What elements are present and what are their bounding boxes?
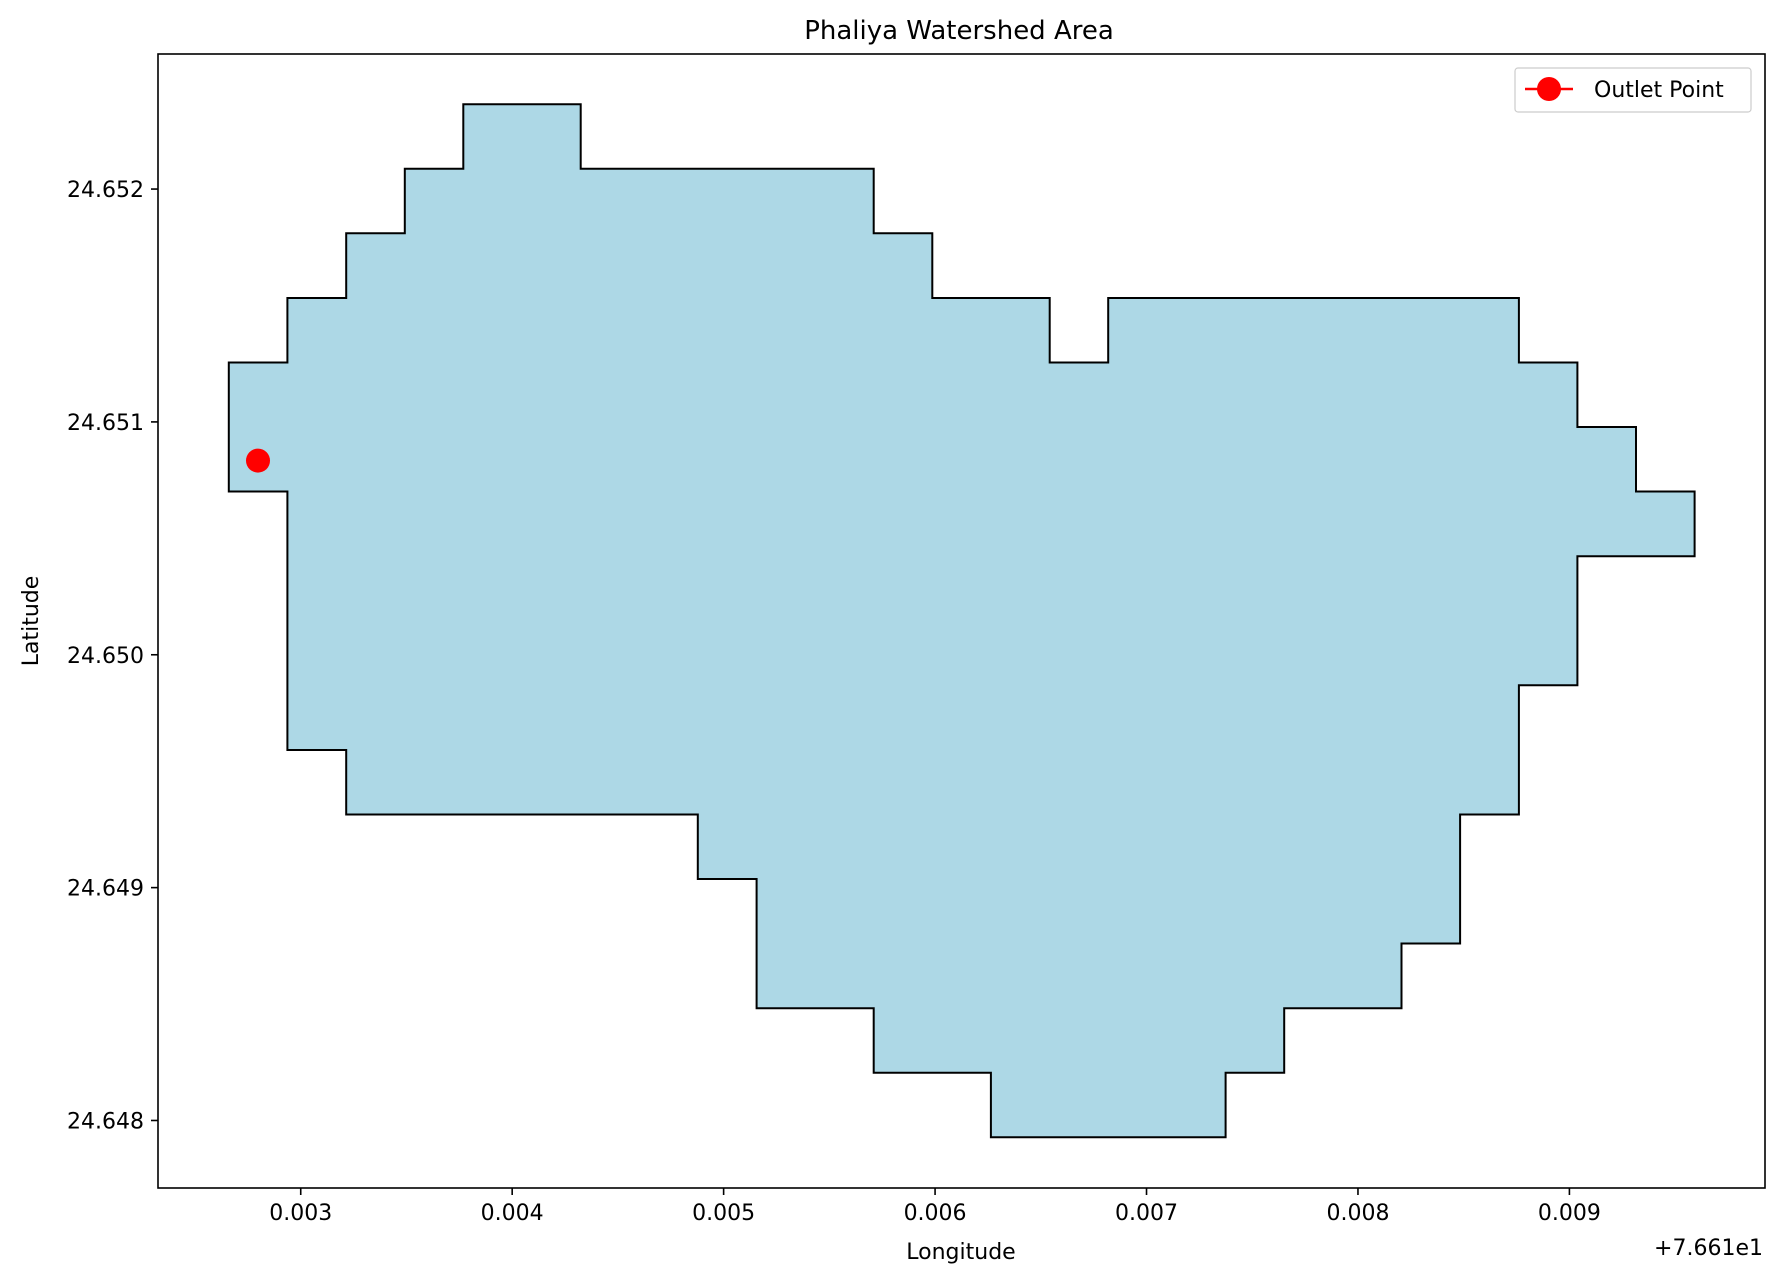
x-tick-label: 0.009 — [1538, 1201, 1601, 1226]
y-tick-label: 24.650 — [67, 644, 144, 669]
y-tick-label: 24.648 — [67, 1109, 144, 1134]
x-tick-label: 0.007 — [1115, 1201, 1178, 1226]
x-tick-label: 0.005 — [692, 1201, 755, 1226]
y-tick-label: 24.649 — [67, 877, 144, 902]
y-axis-ticks: 24.648 24.649 24.650 24.651 24.652 — [67, 178, 158, 1134]
watershed-polygon — [227, 103, 1696, 1139]
legend-frame — [1514, 67, 1752, 113]
y-tick-label: 24.651 — [67, 411, 144, 436]
x-axis-offset-label: +7.661e1 — [1654, 1236, 1763, 1261]
chart-title: Phaliya Watershed Area — [804, 16, 1114, 46]
y-axis-label: Latitude — [19, 576, 44, 667]
x-axis-ticks: 0.003 0.004 0.005 0.006 0.007 0.008 0.009 — [269, 1188, 1601, 1226]
axes-frame — [157, 53, 1766, 1189]
legend-label-outlet-point: Outlet Point — [1594, 78, 1724, 103]
legend-outlet-marker — [1537, 77, 1561, 101]
outlet-point-marker — [246, 448, 270, 473]
x-tick-label: 0.006 — [904, 1201, 967, 1226]
x-tick-label: 0.004 — [481, 1201, 544, 1226]
legend: Outlet Point — [1514, 67, 1752, 113]
x-tick-label: 0.003 — [269, 1201, 332, 1226]
x-tick-label: 0.008 — [1326, 1201, 1389, 1226]
x-axis-label: Longitude — [906, 1240, 1015, 1265]
plot-area — [227, 103, 1696, 1139]
y-tick-label: 24.652 — [67, 178, 144, 203]
